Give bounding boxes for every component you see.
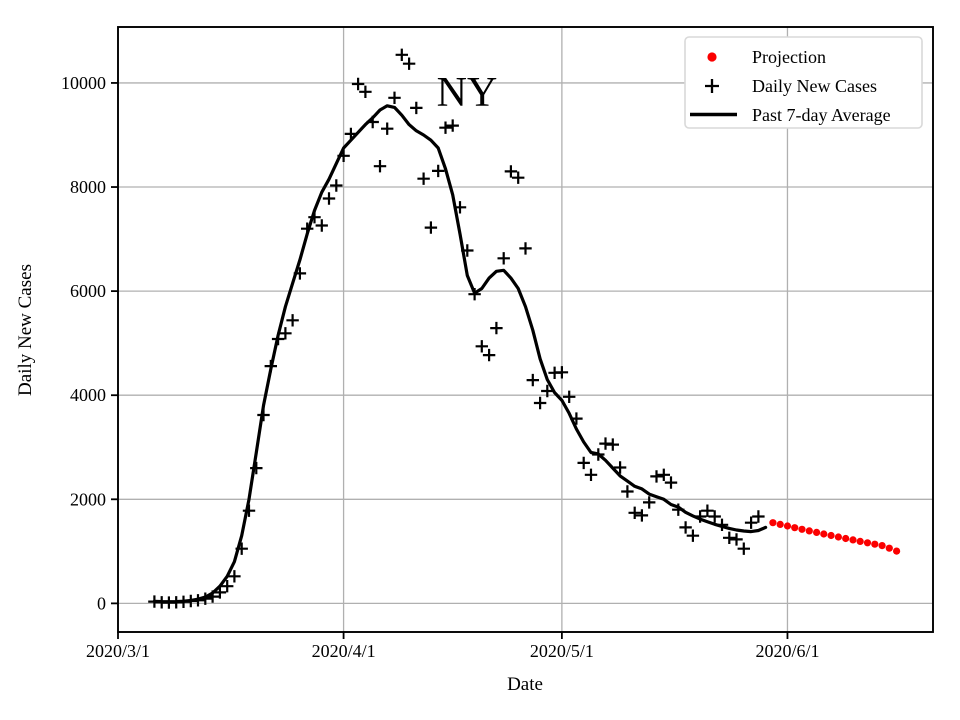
plot-border: [117, 26, 934, 633]
average-line: [152, 104, 768, 604]
y-tick-label: 8000: [70, 177, 106, 197]
legend-label-past-7-day-average: Past 7-day Average: [752, 105, 891, 125]
projection-dot: [893, 547, 901, 555]
x-tick-label: 2020/4/1: [312, 641, 376, 661]
x-axis-label: Date: [507, 674, 543, 695]
projection-dot: [849, 536, 857, 544]
y-tick-label: 10000: [61, 73, 106, 93]
x-tick-label: 2020/3/1: [86, 641, 150, 661]
x-tick-label: 2020/6/1: [755, 641, 819, 661]
projection-dot: [783, 522, 792, 530]
y-tick-label: 2000: [70, 489, 106, 509]
y-tick-label: 6000: [70, 281, 106, 301]
chart-title: NY: [437, 70, 498, 116]
projection-dot: [813, 528, 821, 537]
projection-dot: [885, 544, 893, 552]
chart-series: [148, 48, 901, 609]
projection-dot: [776, 520, 784, 529]
projection-dot: [827, 531, 835, 540]
legend-label-projection: Projection: [752, 47, 826, 67]
projection-dot: [856, 537, 864, 546]
legend-box: [684, 36, 923, 129]
projection-dot: [834, 533, 843, 541]
projection-dot: [798, 525, 806, 533]
legend-marker-projection-dot-icon: [707, 52, 717, 62]
projection-dot: [769, 519, 777, 527]
projection-dot: [871, 540, 879, 548]
projection-dot: [863, 539, 872, 547]
daily-cases-plus-markers: [148, 48, 765, 609]
axis-ticks: 2020/3/1 2020/4/1 2020/5/1 2020/6/1 0 2000 400…: [61, 73, 819, 661]
y-tick-label: 0: [97, 593, 106, 613]
x-tick-label: 2020/5/1: [530, 641, 594, 661]
projection-dot: [820, 530, 828, 538]
projection-dot: [791, 524, 799, 532]
projection-dot: [805, 527, 813, 535]
projection-dot: [878, 542, 886, 550]
y-axis-label: Daily New Cases: [15, 264, 36, 396]
legend-label-daily-new-cases: Daily New Cases: [752, 76, 877, 96]
legend: Projection Daily New Cases Past 7-day Av…: [684, 36, 923, 129]
legend-marker-plus-icon: [705, 79, 719, 93]
projection-dot: [842, 534, 850, 543]
y-tick-label: 4000: [70, 385, 106, 405]
